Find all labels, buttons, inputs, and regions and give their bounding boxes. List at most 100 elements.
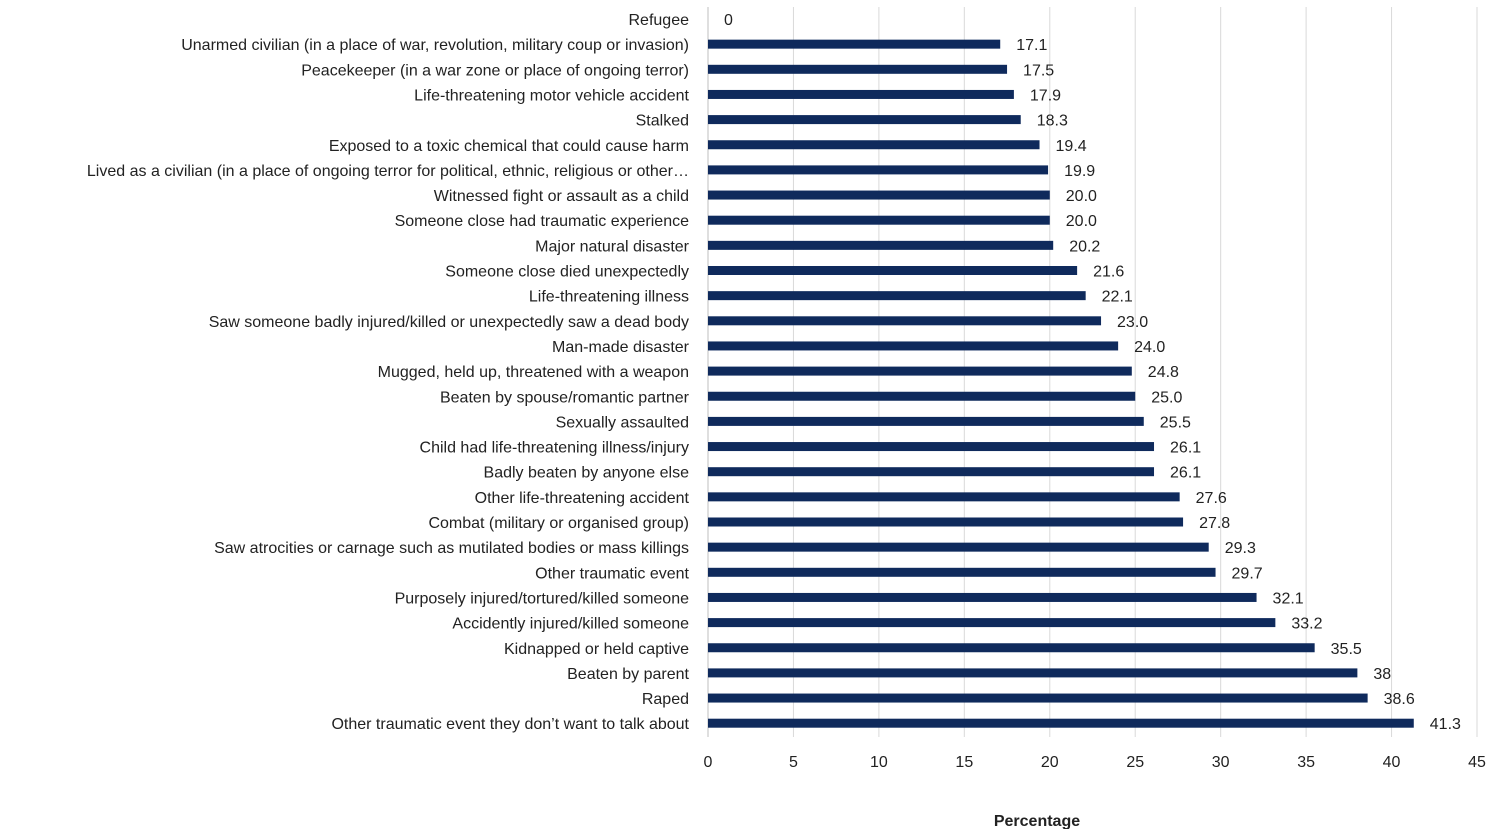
data-label: 27.6 (1196, 490, 1227, 507)
category-label: Accidently injured/killed someone (452, 616, 689, 633)
bar (708, 366, 1132, 376)
bar (708, 39, 1001, 49)
bar (708, 467, 1155, 477)
data-labels: 0 17.1 17.5 17.9 18.3 19.4 19.9 20.0 20.0 20.2 21.… (724, 12, 1461, 733)
x-axis-title: Percentage (994, 813, 1080, 829)
data-label: 20.0 (1066, 188, 1097, 205)
category-label: Saw atrocities or carnage such as mutila… (214, 540, 689, 557)
data-label: 0 (724, 12, 733, 29)
bar (708, 668, 1358, 678)
category-label: Badly beaten by anyone else (484, 465, 690, 482)
data-label: 24.0 (1134, 339, 1165, 356)
category-label: Other traumatic event they don’t want to… (331, 716, 689, 733)
x-tick-label: 10 (870, 754, 888, 771)
bar (708, 140, 1040, 150)
category-label: Peacekeeper (in a war zone or place of o… (301, 62, 689, 79)
category-label: Combat (military or organised group) (428, 515, 689, 532)
x-tick-label: 20 (1041, 754, 1059, 771)
x-tick-label: 15 (955, 754, 973, 771)
category-label: Mugged, held up, threatened with a weapo… (378, 364, 689, 381)
category-label: Major natural disaster (535, 238, 690, 255)
bars (708, 39, 1414, 728)
x-axis-ticks: 0 5 10 15 20 25 30 35 40 45 (704, 754, 1486, 771)
data-label: 38 (1373, 666, 1391, 683)
data-label: 20.2 (1069, 238, 1100, 255)
category-label: Raped (642, 691, 689, 708)
category-label: Life-threatening illness (529, 289, 689, 306)
bar (708, 291, 1086, 301)
bar (708, 240, 1054, 250)
bar (708, 718, 1414, 728)
data-label: 32.1 (1273, 590, 1304, 607)
bar (708, 592, 1257, 602)
bar (708, 442, 1155, 452)
category-label: Stalked (636, 113, 689, 130)
bar (708, 391, 1136, 401)
data-label: 26.1 (1170, 465, 1201, 482)
category-label: Refugee (629, 12, 690, 29)
x-tick-label: 40 (1383, 754, 1401, 771)
category-label: Someone close died unexpectedly (445, 264, 689, 281)
data-label: 24.8 (1148, 364, 1179, 381)
bar (708, 341, 1119, 351)
bar (708, 89, 1014, 99)
category-label: Child had life-threatening illness/injur… (420, 440, 689, 457)
bar (708, 190, 1050, 200)
data-label: 41.3 (1430, 716, 1461, 733)
category-label: Beaten by parent (567, 666, 689, 683)
x-tick-label: 5 (789, 754, 798, 771)
bar (708, 115, 1021, 125)
x-tick-label: 30 (1212, 754, 1230, 771)
category-labels: Refugee Unarmed civilian (in a place of w… (87, 12, 690, 733)
data-label: 20.0 (1066, 213, 1097, 230)
data-label: 18.3 (1037, 113, 1068, 130)
x-tick-label: 25 (1126, 754, 1144, 771)
data-label: 17.5 (1023, 62, 1054, 79)
category-label: Unarmed civilian (in a place of war, rev… (181, 37, 689, 54)
data-label: 29.3 (1225, 540, 1256, 557)
data-label: 19.4 (1056, 138, 1087, 155)
category-label: Life-threatening motor vehicle accident (414, 87, 689, 104)
bar (708, 266, 1078, 275)
bar (708, 316, 1102, 326)
x-tick-label: 0 (704, 754, 713, 771)
data-label: 23.0 (1117, 314, 1148, 331)
category-label: Lived as a civilian (in a place of ongoi… (87, 163, 689, 180)
bar (708, 517, 1184, 527)
bar (708, 492, 1180, 502)
category-label: Man-made disaster (552, 339, 690, 356)
data-label: 19.9 (1064, 163, 1095, 180)
data-label: 27.8 (1199, 515, 1230, 532)
category-label: Witnessed fight or assault as a child (434, 188, 689, 205)
x-tick-label: 35 (1297, 754, 1315, 771)
category-label: Other life-threatening accident (475, 490, 690, 507)
bar (708, 416, 1144, 426)
data-label: 22.1 (1102, 289, 1133, 306)
data-label: 25.5 (1160, 414, 1191, 431)
data-label: 33.2 (1291, 616, 1322, 633)
x-tick-label: 45 (1468, 754, 1486, 771)
data-label: 17.9 (1030, 87, 1061, 104)
bar (708, 215, 1050, 225)
category-label: Purposely injured/tortured/killed someon… (395, 590, 689, 607)
category-label: Sexually assaulted (556, 414, 689, 431)
data-label: 21.6 (1093, 264, 1124, 281)
bar (708, 567, 1216, 577)
category-label: Saw someone badly injured/killed or unex… (209, 314, 689, 331)
bar (708, 618, 1276, 628)
bar (708, 64, 1008, 74)
category-label: Beaten by spouse/romantic partner (440, 389, 690, 406)
data-label: 17.1 (1016, 37, 1047, 54)
bar (708, 693, 1368, 703)
data-label: 38.6 (1384, 691, 1415, 708)
bar (708, 165, 1049, 175)
category-label: Kidnapped or held captive (504, 641, 689, 658)
data-label: 25.0 (1151, 389, 1182, 406)
data-label: 26.1 (1170, 440, 1201, 457)
category-label: Someone close had traumatic experience (395, 213, 689, 230)
data-label: 29.7 (1232, 565, 1263, 582)
data-label: 35.5 (1331, 641, 1362, 658)
category-label: Other traumatic event (535, 565, 689, 582)
bar (708, 542, 1209, 552)
